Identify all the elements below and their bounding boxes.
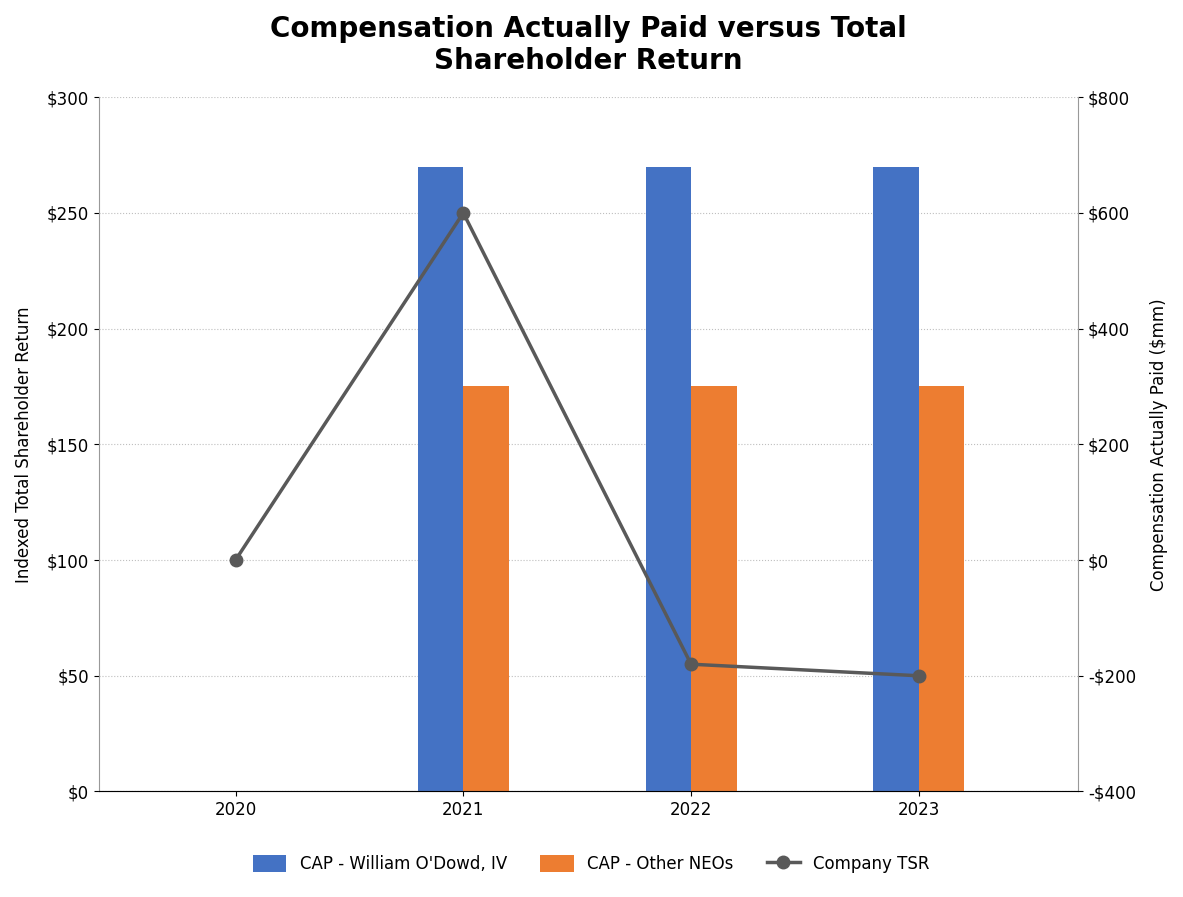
Bar [418,167,464,791]
Company TSR [228,554,243,565]
Bar [646,167,691,791]
Bar [919,387,964,791]
Company TSR [684,658,698,669]
Title: Compensation Actually Paid versus Total
Shareholder Return: Compensation Actually Paid versus Total … [270,15,907,75]
Company TSR [912,670,926,681]
Y-axis label: Indexed Total Shareholder Return: Indexed Total Shareholder Return [15,306,33,582]
Legend: CAP - William O'Dowd, IV, CAP - Other NEOs, Company TSR: CAP - William O'Dowd, IV, CAP - Other NE… [246,849,937,880]
Bar [691,387,737,791]
Bar [873,167,919,791]
Line: Company TSR: Company TSR [230,206,925,682]
Bar [464,387,509,791]
Company TSR [457,207,471,218]
Y-axis label: Compensation Actually Paid ($mm): Compensation Actually Paid ($mm) [1150,298,1168,590]
